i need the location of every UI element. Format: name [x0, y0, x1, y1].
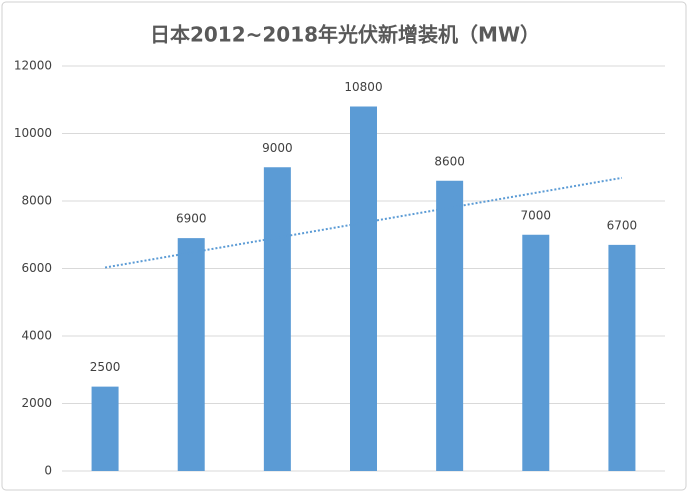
y-tick-label: 12000 [14, 59, 52, 73]
bar [436, 180, 464, 471]
chart-title: 日本2012~2018年光伏新增装机（MW） [150, 23, 540, 47]
bar [263, 167, 291, 471]
y-tick-label: 8000 [21, 194, 52, 208]
value-label: 8600 [434, 154, 465, 168]
bar [177, 238, 205, 471]
value-label: 2500 [90, 360, 121, 374]
value-label: 10800 [344, 80, 382, 94]
bar [350, 106, 377, 471]
trendline [104, 176, 623, 269]
y-tick-label: 2000 [21, 396, 52, 410]
y-tick-label: 10000 [14, 126, 52, 140]
y-tick-label: 0 [44, 464, 52, 478]
bar [91, 386, 119, 471]
y-tick-label: 6000 [21, 261, 52, 275]
bar [608, 244, 636, 471]
value-label: 9000 [262, 141, 293, 155]
bar [522, 234, 550, 471]
value-label: 6900 [176, 212, 207, 226]
value-label: 7000 [521, 208, 552, 222]
y-tick-label: 4000 [21, 329, 52, 343]
value-label: 6700 [607, 218, 638, 232]
